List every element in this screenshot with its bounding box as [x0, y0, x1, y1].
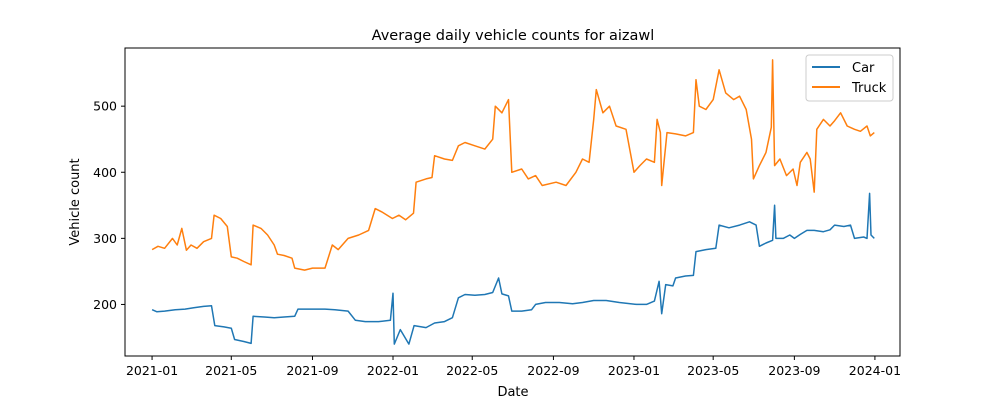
legend: Car Truck — [805, 54, 894, 102]
chart-title: Average daily vehicle counts for aizawl — [372, 28, 655, 44]
y-axis-label: Vehicle count — [68, 158, 83, 245]
legend-label-truck: Truck — [851, 81, 887, 96]
y-axis: 200 300 400 500 — [93, 99, 125, 312]
x-tick-label: 2021-01 — [126, 363, 178, 378]
x-tick-label: 2023-05 — [687, 363, 739, 378]
series-line-car — [151, 192, 875, 345]
plot-area-frame — [124, 47, 901, 357]
legend-label-car: Car — [852, 61, 875, 76]
x-axis: 2021-01 2021-05 2021-09 2022-01 2022-05 2022-… — [126, 356, 901, 378]
x-tick-label: 2022-01 — [367, 363, 419, 378]
x-tick-label: 2022-09 — [527, 363, 579, 378]
x-tick-label: 2021-05 — [205, 363, 257, 378]
series-layer — [151, 59, 875, 345]
y-tick-label: 400 — [93, 165, 117, 180]
x-tick-label: 2024-01 — [849, 363, 901, 378]
y-tick-label: 200 — [93, 297, 117, 312]
y-tick-label: 300 — [93, 231, 117, 246]
y-tick-label: 500 — [93, 99, 117, 114]
x-tick-label: 2022-05 — [446, 363, 498, 378]
x-axis-label: Date — [497, 385, 528, 400]
x-tick-label: 2023-09 — [768, 363, 820, 378]
x-tick-label: 2023-01 — [608, 363, 660, 378]
series-line-truck — [151, 59, 875, 271]
x-tick-label: 2021-09 — [286, 363, 338, 378]
